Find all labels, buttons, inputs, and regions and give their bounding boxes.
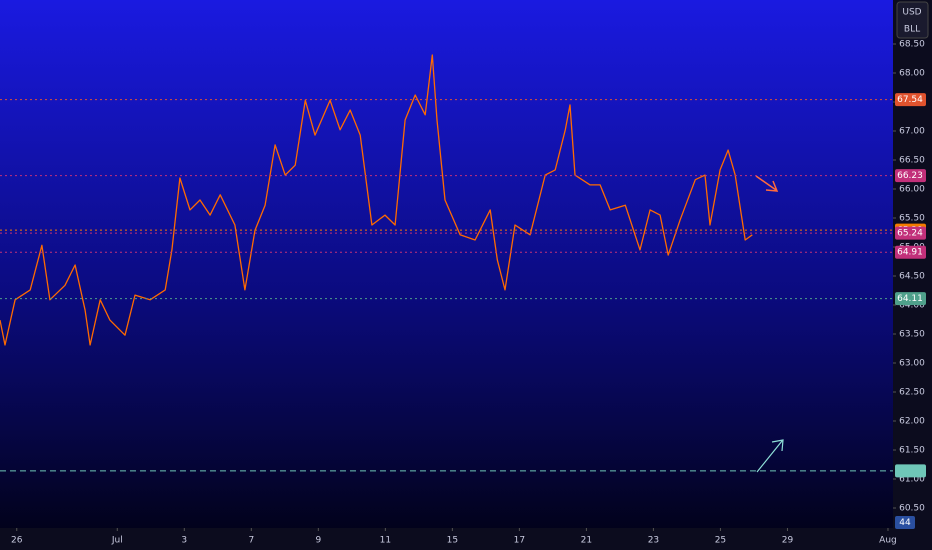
unit: BLL bbox=[904, 25, 920, 35]
price-tag: 65.24 bbox=[895, 226, 926, 240]
price-line bbox=[0, 54, 753, 346]
y-tick-label: 62.50 bbox=[899, 388, 925, 398]
x-tick-label: 11 bbox=[380, 536, 391, 546]
x-tick-label: Jul bbox=[111, 536, 123, 546]
price-tag: 67.54 bbox=[895, 93, 926, 107]
y-tick-label: 60.50 bbox=[899, 504, 925, 514]
y-tick-label: 67.00 bbox=[899, 127, 925, 137]
volume-tag: 44 bbox=[895, 516, 915, 529]
x-tick-label: 23 bbox=[648, 536, 659, 546]
x-tick-label: 17 bbox=[514, 536, 525, 546]
x-tick-label: 9 bbox=[315, 536, 321, 546]
time-axis bbox=[0, 528, 893, 550]
volume-tag-label: 44 bbox=[899, 518, 911, 528]
price-tag-box bbox=[895, 245, 926, 259]
down-arrow-drawing bbox=[755, 175, 779, 192]
x-tick-label: 29 bbox=[782, 536, 794, 546]
y-tick-label: 64.50 bbox=[899, 272, 925, 282]
y-tick-label: 68.50 bbox=[899, 40, 925, 50]
price-tag-label: 64.91 bbox=[897, 248, 923, 258]
x-tick-label: 25 bbox=[715, 536, 726, 546]
x-tick-label: Aug bbox=[879, 536, 897, 546]
price-tag-box bbox=[895, 169, 926, 183]
y-tick-label: 63.50 bbox=[899, 330, 925, 340]
price-tag-box bbox=[895, 464, 926, 478]
y-tick-label: 68.00 bbox=[899, 69, 925, 79]
price-tag: 64.11 bbox=[895, 292, 926, 306]
price-tag-box bbox=[895, 292, 926, 306]
y-tick-label: 63.00 bbox=[899, 359, 925, 369]
currency: USD bbox=[902, 8, 921, 18]
y-tick-label: 65.50 bbox=[899, 214, 925, 224]
chart-layer: 60.50 61.00 61.50 62.00 62.50 63.00 63.50 64.00… bbox=[0, 40, 926, 546]
y-tick-label: 66.00 bbox=[899, 185, 925, 195]
plot-background bbox=[0, 0, 893, 528]
price-tag-box bbox=[895, 93, 926, 107]
currency-frame bbox=[896, 1, 929, 39]
y-tick-label: 62.00 bbox=[899, 417, 925, 427]
x-tick-label: 21 bbox=[581, 536, 592, 546]
x-tick-label: 26 bbox=[11, 536, 23, 546]
y-tick-label: 66.50 bbox=[899, 156, 925, 166]
price-tag-label: 64.11 bbox=[897, 294, 923, 304]
x-tick-label: 7 bbox=[248, 536, 254, 546]
y-tick-label: 64.00 bbox=[899, 301, 925, 311]
price-tag: 64.91 bbox=[895, 245, 926, 259]
price-tag-label: 65.24 bbox=[897, 229, 923, 239]
x-tick-label: 3 bbox=[181, 536, 187, 546]
currency-box: USD BLL bbox=[896, 1, 929, 39]
price-tag: 66.23 bbox=[895, 169, 926, 183]
price-tag-label: 66.23 bbox=[897, 171, 923, 181]
y-tick-label: 61.00 bbox=[899, 475, 925, 485]
x-tick-label: 15 bbox=[447, 536, 458, 546]
price-tag-label: 67.54 bbox=[897, 95, 923, 105]
price-tag-box bbox=[895, 226, 926, 240]
price-tag bbox=[895, 464, 926, 478]
y-tick-label: 61.50 bbox=[899, 446, 925, 456]
price-axis bbox=[893, 0, 932, 550]
volume-tag-box bbox=[895, 516, 915, 529]
up-arrow-drawing bbox=[756, 439, 784, 473]
